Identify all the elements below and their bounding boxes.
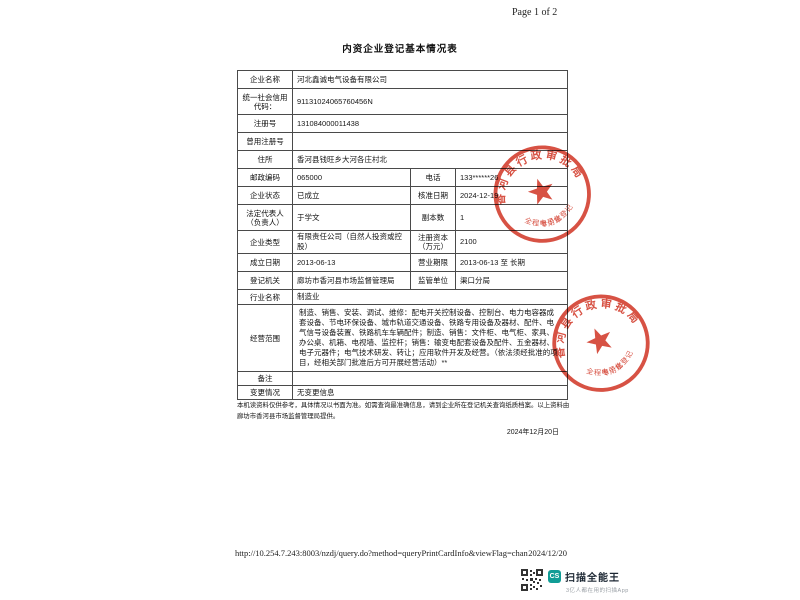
footer-provider-prefix: 以上资料由 <box>537 402 570 409</box>
enterprise-status-value: 已成立 <box>292 186 411 205</box>
registration-authority-value: 廊坊市香河县市场监督管理局 <box>292 271 411 290</box>
enterprise-type-value: 有限责任公司（自然人投资或控股） <box>292 230 411 254</box>
table-row: 经营范围 制造、销售、安装、调试、维修：配电开关控制设备、控制台、电力电容器成套… <box>237 304 568 372</box>
table-row: 企业名称 河北鑫诚电气设备有限公司 <box>237 70 568 89</box>
table-row: 成立日期 2013-06-13 营业期限 2013-06-13 至 长期 <box>237 253 568 272</box>
qr-code-icon <box>521 569 543 591</box>
seal-star-icon <box>586 328 612 355</box>
document-footer: 本机读资料仅供参考，具体情况以书面为准。如需查询最准确信息，请到企业所在登记机关… <box>237 401 570 439</box>
footer-date: 2024年12月20日 <box>506 429 559 436</box>
remarks-value <box>292 371 568 386</box>
table-row: 统一社会信用代码： 91131024065760456N <box>237 88 568 115</box>
table-row: 曾用注册号 <box>237 132 568 151</box>
field-label: 邮政编码 <box>237 168 293 187</box>
legal-representative-value: 于学文 <box>292 204 411 231</box>
table-row: 登记机关 廊坊市香河县市场监督管理局 监管单位 渠口分局 <box>237 271 568 290</box>
camscanner-watermark: CS 扫描全能王 3亿人都在用的扫描App <box>521 569 629 594</box>
field-label: 副本数 <box>410 204 456 231</box>
field-label: 注册号 <box>237 114 293 133</box>
field-label: 行业名称 <box>237 289 293 305</box>
field-label: 企业类型 <box>237 230 293 254</box>
registration-table: 企业名称 河北鑫诚电气设备有限公司 统一社会信用代码： 911310240657… <box>237 70 568 400</box>
table-row: 企业类型 有限责任公司（自然人投资或控股） 注册资本（万元） 2100 <box>237 230 568 254</box>
field-label: 住所 <box>237 150 293 169</box>
address-value: 香河县钱旺乡大河各庄村北 <box>292 150 568 169</box>
table-row: 备注 <box>237 371 568 386</box>
table-row: 法定代表人（负责人） 于学文 副本数 1 <box>237 204 568 231</box>
table-row: 邮政编码 065000 电话 133******26 <box>237 168 568 187</box>
document-title: 内资企业登记基本情况表 <box>342 44 458 55</box>
field-label: 登记机关 <box>237 271 293 290</box>
field-label: 经营范围 <box>237 304 293 372</box>
field-label: 企业名称 <box>237 70 293 89</box>
business-term-value: 2013-06-13 至 长期 <box>455 253 568 272</box>
field-label: 营业期限 <box>410 253 456 272</box>
change-info-value: 无变更信息 <box>292 385 568 400</box>
copies-value: 1 <box>455 204 568 231</box>
table-row: 注册号 131084000011438 <box>237 114 568 133</box>
field-label: 核准日期 <box>410 186 456 205</box>
field-label: 成立日期 <box>237 253 293 272</box>
field-label: 监管单位 <box>410 271 456 290</box>
footer-provider: 廊坊市香河县市场监督管理局提供。 <box>237 412 340 420</box>
table-row: 变更情况 无变更信息 <box>237 385 568 400</box>
former-reg-number-value <box>292 132 568 151</box>
table-row: 企业状态 已成立 核准日期 2024-12-19 <box>237 186 568 205</box>
print-url-bar: http://10.254.7.243:8003/nzdj/query.do?m… <box>235 548 567 558</box>
industry-value: 制造业 <box>292 289 568 305</box>
page-indicator: Page 1 of 2 <box>512 7 558 18</box>
camscanner-app-icon: CS <box>548 570 561 583</box>
print-date: 2024/12/20 <box>528 548 567 558</box>
field-label: 备注 <box>237 371 293 386</box>
postal-code-value: 065000 <box>292 168 411 187</box>
field-label: 法定代表人（负责人） <box>237 204 293 231</box>
svg-text:专用章: 专用章 <box>599 360 626 380</box>
registered-capital-value: 2100 <box>455 230 568 254</box>
field-label: 统一社会信用代码： <box>237 88 293 115</box>
phone-value: 133******26 <box>455 168 568 187</box>
field-label: 变更情况 <box>237 385 293 400</box>
print-url: http://10.254.7.243:8003/nzdj/query.do?m… <box>235 548 529 558</box>
field-label: 曾用注册号 <box>237 132 293 151</box>
supervision-unit-value: 渠口分局 <box>455 271 568 290</box>
enterprise-name-value: 河北鑫诚电气设备有限公司 <box>292 70 568 89</box>
field-label: 注册资本（万元） <box>410 230 456 254</box>
establish-date-value: 2013-06-13 <box>292 253 411 272</box>
svg-text:全程电子化登记: 全程电子化登记 <box>583 346 640 384</box>
reg-number-value: 131084000011438 <box>292 114 568 133</box>
field-label: 电话 <box>410 168 456 187</box>
field-label: 企业状态 <box>237 186 293 205</box>
business-scope-value: 制造、销售、安装、调试、维修：配电开关控制设备、控制台、电力电容器成套设备、节电… <box>292 304 568 372</box>
credit-code-value: 91131024065760456N <box>292 88 568 115</box>
approval-date-value: 2024-12-19 <box>455 186 568 205</box>
camscanner-app-name: 扫描全能王 <box>565 573 620 584</box>
table-row: 住所 香河县钱旺乡大河各庄村北 <box>237 150 568 169</box>
footer-disclaimer: 本机读资料仅供参考，具体情况以书面为准。如需查询最准确信息，请到企业所在登记机关… <box>237 402 538 409</box>
camscanner-tagline: 3亿人都在用的扫描App <box>566 588 629 594</box>
table-row: 行业名称 制造业 <box>237 289 568 305</box>
